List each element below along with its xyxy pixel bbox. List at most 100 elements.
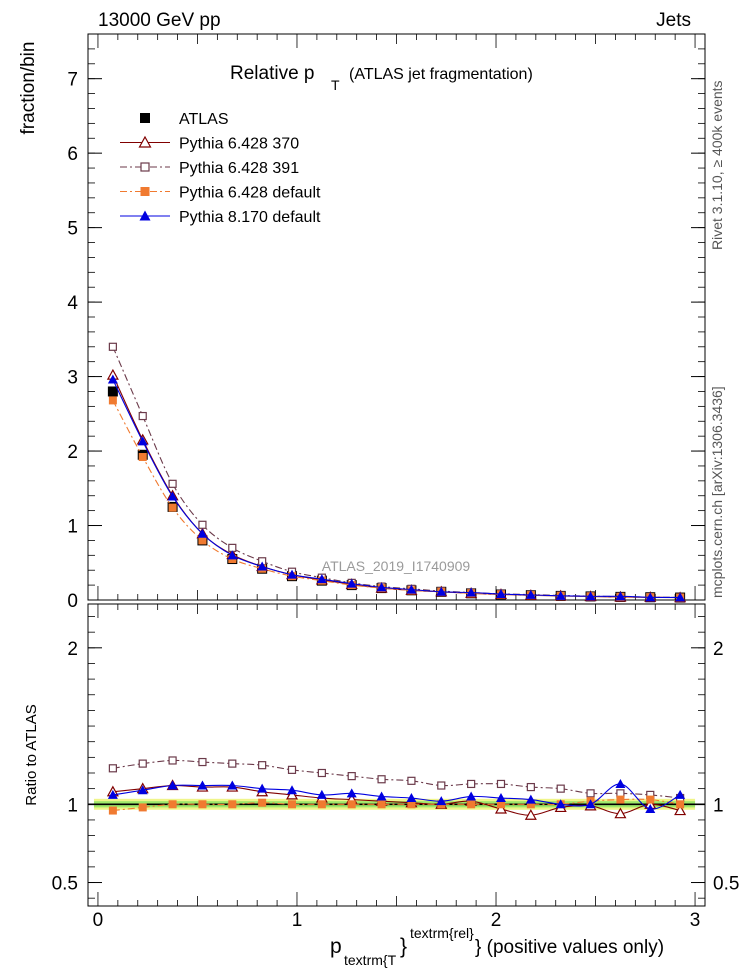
chart-title: Relative p T (ATLAS jet fragmentation) xyxy=(230,63,533,93)
ratio-point xyxy=(138,759,147,768)
legend-entry: Pythia 6.428 default xyxy=(120,185,321,202)
ratio-y-tick-label: 0.5 xyxy=(52,874,78,895)
ratio-point xyxy=(376,791,387,801)
ratio-y-tick-label: 1 xyxy=(67,795,78,816)
ratio-point xyxy=(168,756,177,765)
legend-label: Pythia 6.428 391 xyxy=(179,160,299,177)
data-point xyxy=(287,569,298,579)
ratio-point xyxy=(377,775,386,784)
legend-entry: Pythia 8.170 default xyxy=(120,209,321,226)
ratio-point xyxy=(258,798,267,807)
ratio-point xyxy=(495,793,506,803)
ratio-y-ticks: 0.5 0.5 1 1 2 2 xyxy=(52,616,739,899)
collision-label: 13000 GeV pp xyxy=(98,10,221,31)
data-point xyxy=(346,578,357,588)
ratio-point xyxy=(616,795,625,804)
x-axis-title-rest: } (positive values only) xyxy=(475,937,664,958)
data-point xyxy=(108,396,117,405)
analysis-watermark: ATLAS_2019_I1740909 xyxy=(322,558,471,574)
ratio-point xyxy=(615,778,626,788)
ratio-point xyxy=(496,779,506,789)
ratio-point xyxy=(285,788,299,800)
data-point xyxy=(316,574,327,584)
chart-title-rest: (ATLAS jet fragmentation) xyxy=(349,66,533,83)
ratio-point xyxy=(526,782,535,792)
main-series xyxy=(106,342,687,603)
legend-label: Pythia 8.170 default xyxy=(179,209,321,226)
x-axis-title-main: p xyxy=(330,935,342,958)
ratio-series-pythia-8-170-default xyxy=(107,778,686,813)
ratio-point xyxy=(407,776,416,785)
x-tick-label: 3 xyxy=(690,910,701,931)
data-point xyxy=(198,520,207,529)
data-point xyxy=(555,590,566,600)
ratio-point xyxy=(585,799,596,809)
main-panel: 0 1 2 3 4 5 6 7 ATLAS_2019_I1740909 fraction/bi… xyxy=(18,33,706,612)
ratio-point xyxy=(108,806,117,815)
ratio-point xyxy=(317,800,326,809)
ratio-point xyxy=(198,800,207,809)
ratio-point xyxy=(138,803,147,812)
ratio-point xyxy=(674,804,687,816)
ratio-point xyxy=(168,800,177,809)
legend-marker xyxy=(139,210,151,221)
chart-title-subscript: T xyxy=(331,77,340,93)
ratio-point xyxy=(675,789,686,799)
ratio-point xyxy=(466,791,477,801)
legend-entry: Pythia 6.428 370 xyxy=(120,136,299,153)
ratio-point xyxy=(288,800,297,809)
legend-marker xyxy=(140,162,150,172)
data-point xyxy=(495,589,506,599)
main-y-tick-label: 5 xyxy=(67,219,78,240)
ratio-panel: 0.5 0.5 1 1 2 2 0 1 2 3 Ratio to ATLAS p textrm{… xyxy=(23,603,739,968)
ratio-point xyxy=(556,784,565,793)
data-point xyxy=(198,536,207,545)
legend-label: Pythia 6.428 370 xyxy=(179,136,299,153)
ratio-y-tick-label-right: 1 xyxy=(713,795,724,816)
x-axis-title-subscript: textrm{T xyxy=(344,952,397,968)
ratio-point xyxy=(107,789,118,799)
main-y-tick-label: 2 xyxy=(67,442,78,463)
main-y-axis-title: fraction/bin xyxy=(18,42,39,135)
legend-marker xyxy=(140,187,150,196)
series-pythia-8-170-default xyxy=(107,374,686,602)
ratio-point xyxy=(586,789,595,798)
ratio-point xyxy=(317,768,326,778)
x-axis-ticks: 0 1 2 3 xyxy=(93,604,701,931)
x-tick-label: 2 xyxy=(491,910,502,931)
process-label: Jets xyxy=(656,10,691,31)
ratio-point xyxy=(525,794,536,804)
main-y-ticks: 0 1 2 3 4 5 6 7 xyxy=(67,34,705,612)
legend-marker xyxy=(140,113,150,123)
ratio-point xyxy=(467,779,476,789)
legend-marker xyxy=(138,135,152,148)
ratio-point xyxy=(347,772,356,781)
legend-entry: ATLAS xyxy=(140,111,229,128)
ratio-point xyxy=(646,795,655,804)
ratio-point xyxy=(436,796,447,806)
ratio-point xyxy=(347,800,356,809)
data-point xyxy=(137,436,148,446)
ratio-line xyxy=(112,759,681,799)
ratio-y-tick-label-right: 0.5 xyxy=(713,874,739,895)
ratio-point xyxy=(167,780,178,790)
ratio-point xyxy=(614,807,627,819)
data-point xyxy=(107,386,118,397)
ratio-series xyxy=(106,756,687,820)
data-point xyxy=(257,561,268,571)
ratio-point xyxy=(377,800,386,809)
ratio-panel-frame xyxy=(87,603,706,907)
ratio-point xyxy=(257,783,268,793)
main-y-tick-label: 4 xyxy=(67,293,78,314)
main-y-tick-label: 1 xyxy=(67,517,78,538)
legend-entry: Pythia 6.428 391 xyxy=(120,160,299,177)
data-point xyxy=(436,586,447,596)
data-point xyxy=(197,528,208,538)
x-axis-title: p textrm{T } textrm{rel} } (positive val… xyxy=(330,925,664,968)
mcplots-label: mcplots.cern.ch [arXiv:1306.3436] xyxy=(709,386,725,598)
main-y-tick-label: 3 xyxy=(67,368,78,389)
data-point xyxy=(585,591,596,601)
ratio-y-tick-label: 2 xyxy=(67,639,78,660)
ratio-point xyxy=(316,789,327,799)
